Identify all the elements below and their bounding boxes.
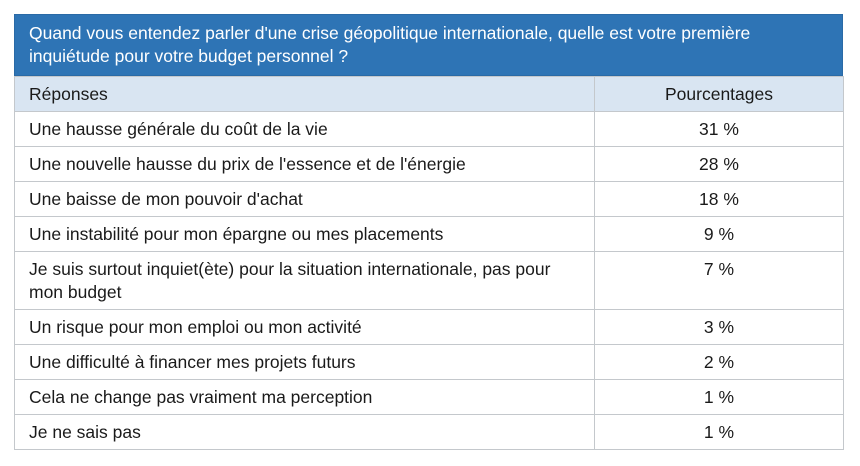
table-row: Une nouvelle hausse du prix de l'essence… bbox=[14, 146, 844, 182]
response-percentage: 7 % bbox=[594, 251, 844, 310]
survey-table-container: Quand vous entendez parler d'une crise g… bbox=[14, 14, 844, 450]
table-row: Une instabilité pour mon épargne ou mes … bbox=[14, 216, 844, 252]
response-label: Une nouvelle hausse du prix de l'essence… bbox=[14, 146, 595, 182]
table-row: Une difficulté à financer mes projets fu… bbox=[14, 344, 844, 380]
table-row: Je suis surtout inquiet(ète) pour la sit… bbox=[14, 251, 844, 310]
response-percentage: 28 % bbox=[594, 146, 844, 182]
response-label: Une baisse de mon pouvoir d'achat bbox=[14, 181, 595, 217]
table-row: Une baisse de mon pouvoir d'achat 18 % bbox=[14, 181, 844, 217]
table-row: Un risque pour mon emploi ou mon activit… bbox=[14, 309, 844, 345]
header-percentages: Pourcentages bbox=[594, 76, 844, 112]
response-percentage: 1 % bbox=[594, 414, 844, 450]
results-table: Réponses Pourcentages Une hausse général… bbox=[14, 76, 844, 450]
table-row: Cela ne change pas vraiment ma perceptio… bbox=[14, 379, 844, 415]
response-label: Je suis surtout inquiet(ète) pour la sit… bbox=[14, 251, 595, 310]
response-percentage: 1 % bbox=[594, 379, 844, 415]
response-label: Une difficulté à financer mes projets fu… bbox=[14, 344, 595, 380]
response-percentage: 3 % bbox=[594, 309, 844, 345]
response-label: Une instabilité pour mon épargne ou mes … bbox=[14, 216, 595, 252]
response-percentage: 9 % bbox=[594, 216, 844, 252]
table-row: Une hausse générale du coût de la vie 31… bbox=[14, 111, 844, 147]
response-label: Cela ne change pas vraiment ma perceptio… bbox=[14, 379, 595, 415]
response-percentage: 2 % bbox=[594, 344, 844, 380]
survey-question: Quand vous entendez parler d'une crise g… bbox=[14, 14, 843, 76]
table-header-row: Réponses Pourcentages bbox=[14, 76, 844, 112]
response-percentage: 31 % bbox=[594, 111, 844, 147]
response-label: Je ne sais pas bbox=[14, 414, 595, 450]
table-row: Je ne sais pas 1 % bbox=[14, 414, 844, 450]
header-responses: Réponses bbox=[14, 76, 595, 112]
response-label: Un risque pour mon emploi ou mon activit… bbox=[14, 309, 595, 345]
response-label: Une hausse générale du coût de la vie bbox=[14, 111, 595, 147]
response-percentage: 18 % bbox=[594, 181, 844, 217]
